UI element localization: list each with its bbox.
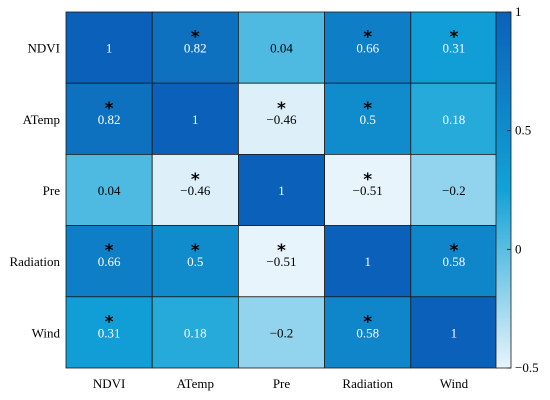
cell-value-label: 0.58 <box>443 254 466 269</box>
cell-atemp-ndvi <box>65 82 153 155</box>
cell-pre-wind <box>410 153 498 226</box>
cell-wind-pre <box>237 296 325 369</box>
cell-radiation-ndvi <box>65 225 153 298</box>
cell-atemp-wind <box>410 82 498 155</box>
colorbar-tick-label: −0.5 <box>515 360 539 375</box>
column-label-ndvi: NDVI <box>93 376 126 391</box>
cell-radiation-pre <box>237 225 325 298</box>
cell-value-label: 0.5 <box>360 112 376 127</box>
cell-pre-ndvi <box>65 153 153 226</box>
cell-value-label: −0.2 <box>270 325 294 340</box>
cell-value-label: 0.31 <box>443 41 466 56</box>
colorbar-tick-label: 0 <box>515 241 522 256</box>
cell-pre-atemp <box>151 153 239 226</box>
cell-ndvi-ndvi <box>65 11 153 84</box>
row-label-pre: Pre <box>43 183 61 198</box>
row-label-radiation: Radiation <box>9 254 60 269</box>
cell-ndvi-radiation <box>324 11 412 84</box>
cell-value-label: 0.04 <box>270 41 293 56</box>
cell-wind-wind <box>410 296 498 369</box>
cell-atemp-atemp <box>151 82 239 155</box>
row-label-ndvi: NDVI <box>28 41 61 56</box>
cell-value-label: 0.18 <box>443 112 466 127</box>
cell-wind-radiation <box>324 296 412 369</box>
cell-value-label: 1 <box>364 254 371 269</box>
significance-star: * <box>449 28 458 48</box>
significance-star: * <box>105 241 114 261</box>
cell-value-label: 0.58 <box>356 325 379 340</box>
cell-value-label: 0.5 <box>187 254 203 269</box>
significance-star: * <box>363 312 372 332</box>
significance-star: * <box>277 99 286 119</box>
significance-star: * <box>363 99 372 119</box>
cell-value-label: 0.66 <box>98 254 121 269</box>
cell-value-label: 1 <box>278 183 285 198</box>
cell-pre-pre <box>237 153 325 226</box>
significance-star: * <box>105 99 114 119</box>
cell-value-label: 0.82 <box>184 41 207 56</box>
significance-star: * <box>191 241 200 261</box>
colorbar: 1 0.5 0 −0.5 <box>495 4 539 375</box>
cell-value-label: 0.18 <box>184 325 207 340</box>
cell-wind-atemp <box>151 296 239 369</box>
significance-star: * <box>105 312 114 332</box>
significance-star: * <box>191 170 200 190</box>
colorbar-tick-label: 0.5 <box>515 123 531 138</box>
cell-value-label: 1 <box>192 112 199 127</box>
cell-value-label: −0.46 <box>266 112 297 127</box>
colorbar-gradient <box>495 11 512 369</box>
cell-value-label: 0.31 <box>98 325 121 340</box>
cell-radiation-wind <box>410 225 498 298</box>
column-labels: NDVI ATemp Pre Radiation Wind <box>93 376 469 391</box>
cell-value-label: −0.2 <box>442 183 466 198</box>
row-labels: NDVI ATemp Pre Radiation Wind <box>9 41 60 341</box>
column-label-wind: Wind <box>440 376 469 391</box>
cell-wind-ndvi <box>65 296 153 369</box>
significance-star: * <box>191 28 200 48</box>
column-label-pre: Pre <box>273 376 291 391</box>
cell-value-label: −0.51 <box>353 183 383 198</box>
cell-value-label: −0.51 <box>266 254 296 269</box>
cell-pre-radiation <box>324 153 412 226</box>
cell-radiation-radiation <box>324 225 412 298</box>
row-label-wind: Wind <box>32 325 61 340</box>
cell-atemp-radiation <box>324 82 412 155</box>
significance-star: * <box>363 28 372 48</box>
cell-value-label: 1 <box>106 41 113 56</box>
cell-value-label: 1 <box>451 325 458 340</box>
colorbar-tick-label: 1 <box>515 4 522 19</box>
cell-ndvi-wind <box>410 11 498 84</box>
cell-value-label: 0.82 <box>98 112 121 127</box>
cell-atemp-pre <box>237 82 325 155</box>
cell-ndvi-atemp <box>151 11 239 84</box>
significance-star: * <box>277 241 286 261</box>
cell-value-label: 0.66 <box>356 41 379 56</box>
column-label-atemp: ATemp <box>177 376 214 391</box>
significance-star: * <box>363 170 372 190</box>
cell-radiation-atemp <box>151 225 239 298</box>
heatmap-cells: 1 0.82*0.04 0.66*0.31*0.82*1 −0.46*0.5*0.18… <box>65 11 498 369</box>
row-label-atemp: ATemp <box>23 112 60 127</box>
significance-star: * <box>449 241 458 261</box>
column-label-radiation: Radiation <box>342 376 393 391</box>
cell-value-label: 0.04 <box>98 183 121 198</box>
cell-value-label: −0.46 <box>180 183 211 198</box>
